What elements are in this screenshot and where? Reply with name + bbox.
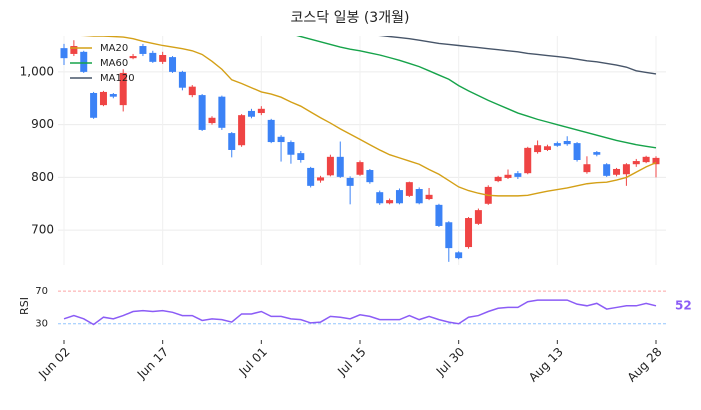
- y-tick-label: 30: [35, 319, 48, 330]
- candle-body: [149, 52, 157, 62]
- ma-line: [80, 36, 657, 197]
- candle-body: [465, 218, 473, 248]
- candle-body: [583, 164, 591, 173]
- y-axis-label: RSI: [18, 297, 31, 315]
- candle-body: [543, 146, 551, 150]
- candle-body: [109, 94, 117, 97]
- candle-body: [218, 96, 226, 128]
- candle-body: [228, 133, 236, 150]
- ma-line: [378, 36, 657, 75]
- candle-body: [632, 161, 640, 165]
- candle-body: [376, 192, 384, 204]
- candle-body: [563, 141, 571, 145]
- last-value-label: 52: [675, 298, 692, 312]
- candle-body: [238, 115, 246, 146]
- x-tick-label: Jul 15: [334, 345, 368, 379]
- candle-body: [60, 48, 68, 59]
- candle-body: [277, 136, 285, 143]
- candle-body: [386, 200, 394, 204]
- chart-title: 코스닥 일봉 (3개월): [291, 10, 410, 26]
- x-tick-label: Aug 13: [526, 345, 566, 385]
- x-tick-label: Jun 02: [35, 345, 72, 382]
- candle-body: [534, 145, 542, 153]
- candle-body: [652, 157, 660, 165]
- candle-body: [188, 86, 196, 96]
- candle-body: [642, 156, 650, 163]
- candle-body: [435, 204, 443, 226]
- candle-body: [514, 173, 522, 177]
- candle-body: [267, 119, 275, 143]
- candle-body: [593, 152, 601, 155]
- candle-body: [317, 177, 325, 181]
- rsi-line: [63, 299, 657, 326]
- ma-line: [296, 36, 657, 149]
- candle-body: [603, 164, 611, 176]
- candle-body: [573, 143, 581, 160]
- candle-body: [119, 72, 127, 106]
- candle-body: [613, 168, 621, 175]
- candle-body: [415, 189, 423, 204]
- candle-body: [80, 51, 88, 72]
- candle-body: [425, 194, 433, 200]
- candle-body: [445, 222, 453, 249]
- x-tick-label: Aug 28: [625, 345, 665, 385]
- y-tick-label: 900: [31, 117, 54, 131]
- candle-body: [198, 95, 206, 130]
- y-tick-label: 70: [35, 286, 48, 297]
- candle-body: [405, 182, 413, 196]
- candle-body: [90, 92, 98, 118]
- x-tick-label: Jun 17: [134, 345, 171, 382]
- x-tick-label: Jul 30: [433, 345, 467, 379]
- candle-body: [336, 156, 344, 177]
- y-tick-label: 1,000: [20, 64, 54, 78]
- candle-body: [99, 91, 107, 106]
- candle-body: [169, 57, 177, 72]
- candle-body: [395, 190, 403, 204]
- legend-label: MA60: [100, 58, 128, 69]
- candle-body: [208, 117, 216, 124]
- candle-body: [524, 147, 532, 174]
- ma-lines: [80, 36, 657, 197]
- candle-body: [346, 177, 354, 186]
- candle-body: [356, 162, 364, 175]
- x-tick-label: Jul 01: [236, 345, 270, 379]
- candle-body: [326, 156, 334, 176]
- candle-body: [257, 108, 265, 114]
- candle-body: [129, 56, 137, 59]
- candle-body: [455, 252, 463, 259]
- candle-body: [366, 170, 374, 183]
- y-tick-label: 800: [31, 170, 54, 184]
- candle-body: [622, 164, 630, 175]
- legend-label: MA20: [100, 43, 128, 54]
- candle-body: [307, 167, 315, 186]
- candle-body: [297, 153, 305, 160]
- candle-body: [178, 71, 186, 88]
- legend-label: MA120: [100, 73, 135, 84]
- candle-body: [247, 110, 255, 117]
- candle-body: [504, 174, 512, 178]
- candle-body: [287, 142, 295, 155]
- candle-body: [159, 54, 167, 62]
- y-tick-label: 700: [31, 223, 54, 237]
- candle-body: [474, 210, 482, 224]
- candle-body: [70, 46, 78, 54]
- candle-body: [494, 176, 502, 182]
- candle-body: [553, 143, 561, 146]
- candle-body: [139, 46, 147, 54]
